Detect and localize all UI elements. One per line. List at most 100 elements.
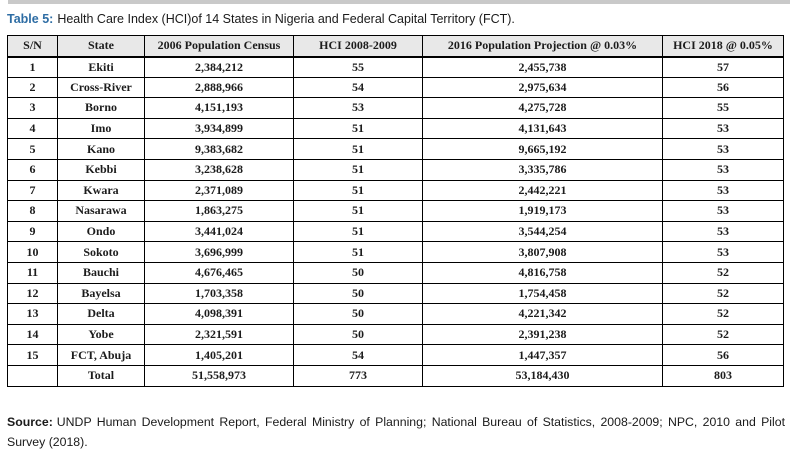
cell: Sokoto bbox=[57, 241, 145, 263]
cell: 2,888,966 bbox=[144, 76, 294, 99]
total-row: Total 51,558,973 773 53,184,430 803 bbox=[7, 364, 784, 387]
cell: FCT, Abuja bbox=[57, 344, 145, 366]
table-caption-label: Table 5: bbox=[7, 12, 54, 26]
cell: 4 bbox=[7, 117, 58, 140]
cell: 7 bbox=[7, 179, 58, 202]
cell: 57 bbox=[662, 56, 784, 78]
cell: 55 bbox=[293, 56, 423, 78]
cell: 4,816,758 bbox=[422, 261, 663, 284]
cell: 1,919,173 bbox=[422, 200, 663, 222]
cell: 51 bbox=[293, 117, 423, 140]
cell: 54 bbox=[293, 344, 423, 366]
cell: 9,383,682 bbox=[144, 138, 294, 160]
cell: 12 bbox=[7, 282, 58, 305]
cell: Kwara bbox=[57, 179, 145, 202]
cell: Delta bbox=[57, 303, 145, 325]
cell: Bayelsa bbox=[57, 282, 145, 305]
cell: Kebbi bbox=[57, 158, 145, 181]
column-header: 2016 Population Projection @ 0.03% bbox=[422, 35, 663, 58]
cell: 13 bbox=[7, 303, 58, 325]
cell: 56 bbox=[662, 76, 784, 99]
cell: 4,221,342 bbox=[422, 303, 663, 325]
column-header: State bbox=[57, 35, 145, 58]
cell: 4,131,643 bbox=[422, 117, 663, 140]
cell: 5 bbox=[7, 138, 58, 160]
table-body: 1 Ekiti 2,384,212 55 2,455,738 57 2 Cross-River… bbox=[7, 56, 784, 387]
cell: 56 bbox=[662, 344, 784, 366]
cell: 6 bbox=[7, 158, 58, 181]
cell: 50 bbox=[293, 323, 423, 346]
cell: 3 bbox=[7, 97, 58, 119]
table-header: S/N State 2006 Population Census HCI 2008-2… bbox=[7, 35, 784, 58]
table-row: 2 Cross-River 2,888,966 54 2,975,634 56 bbox=[7, 76, 784, 99]
column-header: HCI 2008-2009 bbox=[293, 35, 423, 58]
cell: 54 bbox=[293, 76, 423, 99]
cell: 4,098,391 bbox=[144, 303, 294, 325]
cell: 803 bbox=[662, 364, 784, 387]
table-row: 14 Yobe 2,321,591 50 2,391,238 52 bbox=[7, 323, 784, 346]
cell: 1,754,458 bbox=[422, 282, 663, 305]
table-row: 1 Ekiti 2,384,212 55 2,455,738 57 bbox=[7, 56, 784, 78]
header-row: S/N State 2006 Population Census HCI 2008-2… bbox=[7, 35, 784, 58]
column-header: S/N bbox=[7, 35, 58, 58]
cell: 53 bbox=[662, 179, 784, 202]
cell: 51 bbox=[293, 220, 423, 243]
table-row: 9 Ondo 3,441,024 51 3,544,254 53 bbox=[7, 220, 784, 243]
cell: 3,238,628 bbox=[144, 158, 294, 181]
table-caption: Table 5: Health Care Index (HCI)of 14 Sta… bbox=[7, 12, 784, 26]
cell: 51 bbox=[293, 179, 423, 202]
top-divider bbox=[8, 0, 790, 4]
cell: 53 bbox=[662, 138, 784, 160]
cell: Bauchi bbox=[57, 261, 145, 284]
cell: 55 bbox=[662, 97, 784, 119]
cell: Cross-River bbox=[57, 76, 145, 99]
cell: 53 bbox=[662, 220, 784, 243]
cell: Ekiti bbox=[57, 56, 145, 78]
cell: 2,442,221 bbox=[422, 179, 663, 202]
cell: 51 bbox=[293, 158, 423, 181]
cell: 14 bbox=[7, 323, 58, 346]
cell: 1 bbox=[7, 56, 58, 78]
cell: 3,335,786 bbox=[422, 158, 663, 181]
cell: 50 bbox=[293, 261, 423, 284]
cell: 2,321,591 bbox=[144, 323, 294, 346]
hci-table: S/N State 2006 Population Census HCI 2008-2… bbox=[7, 35, 784, 387]
table-row: 12 Bayelsa 1,703,358 50 1,754,458 52 bbox=[7, 282, 784, 305]
cell: 4,151,193 bbox=[144, 97, 294, 119]
table-row: 6 Kebbi 3,238,628 51 3,335,786 53 bbox=[7, 158, 784, 181]
cell: 773 bbox=[293, 364, 423, 387]
cell: Ondo bbox=[57, 220, 145, 243]
table-row: 4 Imo 3,934,899 51 4,131,643 53 bbox=[7, 117, 784, 140]
cell: 3,696,999 bbox=[144, 241, 294, 263]
cell: 2,391,238 bbox=[422, 323, 663, 346]
cell: 11 bbox=[7, 261, 58, 284]
cell bbox=[7, 364, 58, 387]
table-row: 15 FCT, Abuja 1,405,201 54 1,447,357 56 bbox=[7, 344, 784, 366]
cell: 52 bbox=[662, 323, 784, 346]
cell: 52 bbox=[662, 303, 784, 325]
table-caption-text: Health Care Index (HCI)of 14 States in N… bbox=[57, 12, 515, 26]
column-header: HCI 2018 @ 0.05% bbox=[662, 35, 784, 58]
table-row: 5 Kano 9,383,682 51 9,665,192 53 bbox=[7, 138, 784, 160]
cell: 52 bbox=[662, 261, 784, 284]
cell: Nasarawa bbox=[57, 200, 145, 222]
cell: 51 bbox=[293, 241, 423, 263]
cell: 51 bbox=[293, 200, 423, 222]
cell: 3,544,254 bbox=[422, 220, 663, 243]
table-row: 8 Nasarawa 1,863,275 51 1,919,173 53 bbox=[7, 200, 784, 222]
cell: 53 bbox=[662, 200, 784, 222]
table-row: 13 Delta 4,098,391 50 4,221,342 52 bbox=[7, 303, 784, 325]
cell: 1,405,201 bbox=[144, 344, 294, 366]
cell: 53,184,430 bbox=[422, 364, 663, 387]
source-label: Source: bbox=[7, 415, 53, 429]
cell: 15 bbox=[7, 344, 58, 366]
cell: 2,455,738 bbox=[422, 56, 663, 78]
table-row: 11 Bauchi 4,676,465 50 4,816,758 52 bbox=[7, 261, 784, 284]
cell: Borno bbox=[57, 97, 145, 119]
source-note: Source: UNDP Human Development Report, Fe… bbox=[7, 413, 785, 452]
cell: 3,807,908 bbox=[422, 241, 663, 263]
cell: 1,863,275 bbox=[144, 200, 294, 222]
cell: 52 bbox=[662, 282, 784, 305]
column-header: 2006 Population Census bbox=[144, 35, 294, 58]
cell: 53 bbox=[662, 158, 784, 181]
